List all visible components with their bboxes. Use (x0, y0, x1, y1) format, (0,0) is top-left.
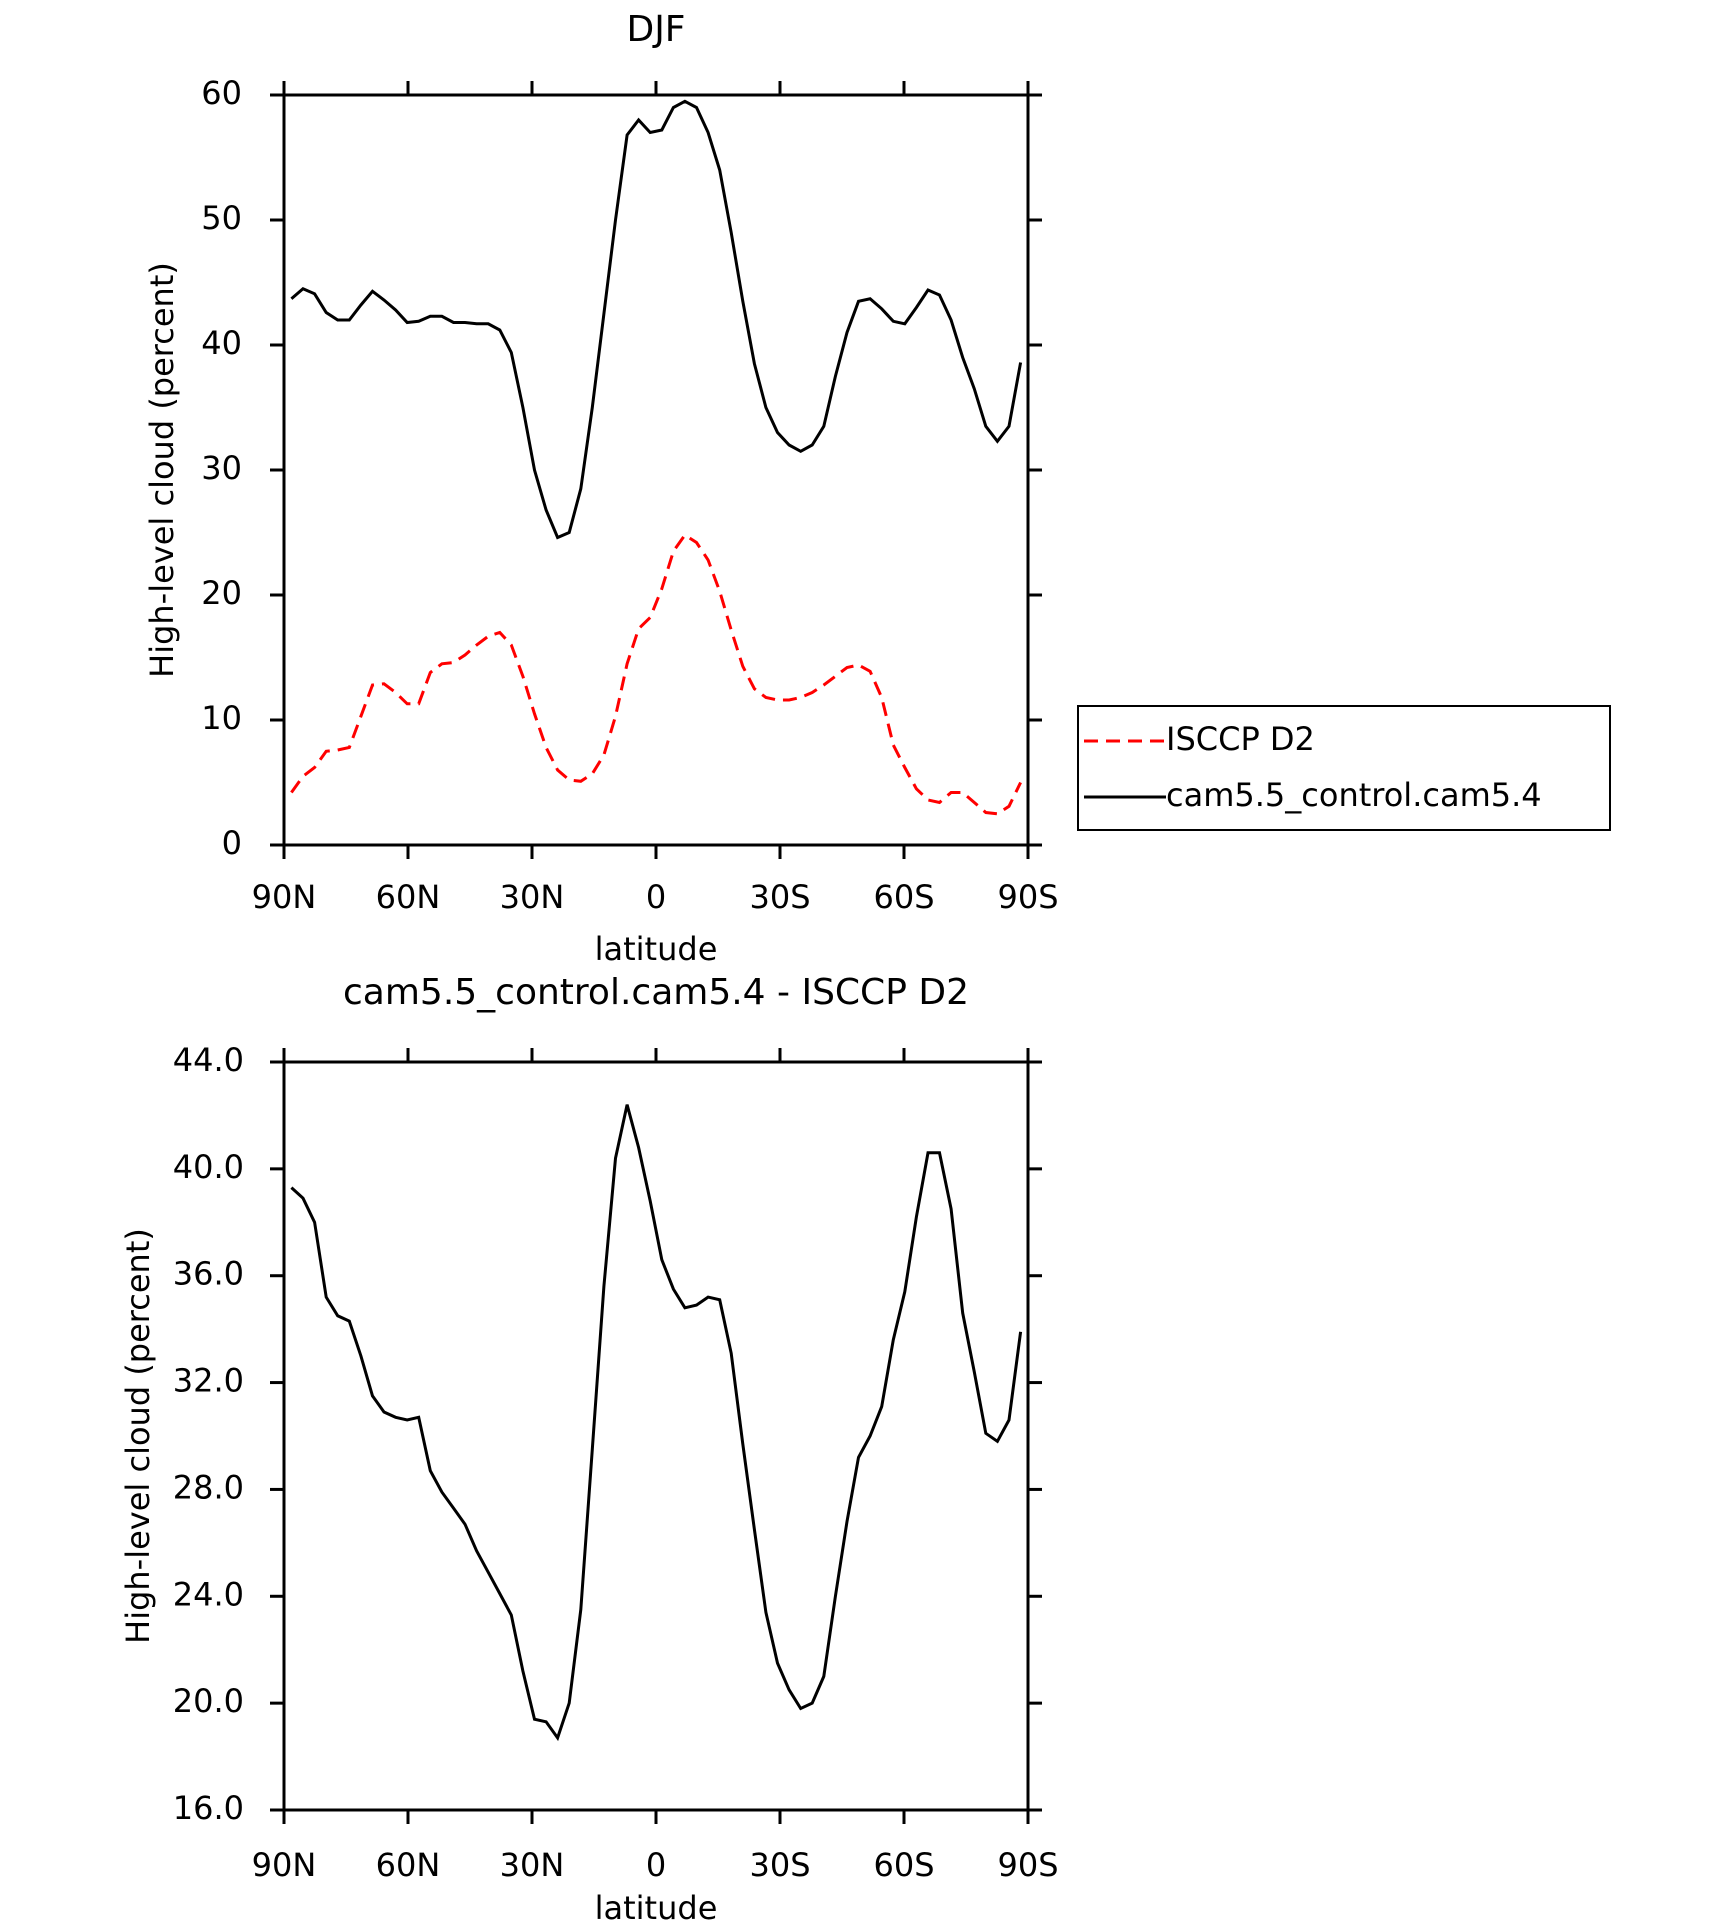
y-tick-label: 0 (222, 824, 242, 862)
y-tick-label: 16.0 (173, 1789, 244, 1827)
x-tick-label: 90S (997, 878, 1058, 916)
y-tick-label: 30 (201, 449, 242, 487)
y-tick-label: 10 (201, 699, 242, 737)
x-tick-label: 0 (646, 878, 666, 916)
legend-box (1077, 705, 1611, 831)
x-tick-label: 30N (500, 1846, 565, 1884)
plot-frame (282, 1060, 1030, 1812)
x-tick-label: 60S (873, 1846, 934, 1884)
legend-label: cam5.5_control.cam5.4 (1166, 776, 1542, 814)
x-tick-label: 30N (500, 878, 565, 916)
plot-frame (282, 93, 1030, 847)
y-tick-label: 32.0 (173, 1362, 244, 1400)
y-axis-label: High-level cloud (percent) (119, 1228, 157, 1644)
x-axis-label: latitude (595, 930, 718, 968)
y-tick-label: 60 (201, 74, 242, 112)
x-tick-label: 60N (376, 1846, 441, 1884)
series-line (290, 532, 1022, 816)
y-tick-label: 28.0 (173, 1468, 244, 1506)
y-tick-label: 40 (201, 324, 242, 362)
legend-label: ISCCP D2 (1166, 720, 1315, 758)
x-tick-label: 60S (873, 878, 934, 916)
chart-title: cam5.5_control.cam5.4 - ISCCP D2 (343, 972, 969, 1013)
x-tick-label: 60N (376, 878, 441, 916)
y-tick-label: 36.0 (173, 1255, 244, 1293)
chart-title: DJF (626, 9, 685, 50)
x-tick-label: 0 (646, 1846, 666, 1884)
y-axis-label: High-level cloud (percent) (143, 262, 181, 678)
series-line (290, 99, 1023, 540)
x-tick-label: 30S (749, 878, 810, 916)
y-tick-label: 40.0 (173, 1148, 244, 1186)
y-tick-label: 44.0 (173, 1041, 244, 1079)
x-tick-label: 90S (997, 1846, 1058, 1884)
y-tick-label: 24.0 (173, 1575, 244, 1613)
x-tick-label: 30S (749, 1846, 810, 1884)
y-tick-label: 50 (201, 199, 242, 237)
x-tick-label: 90N (252, 1846, 317, 1884)
x-tick-label: 90N (252, 878, 317, 916)
x-axis-label: latitude (595, 1889, 718, 1927)
series-line (290, 1104, 1023, 1742)
y-tick-label: 20.0 (173, 1682, 244, 1720)
y-tick-label: 20 (201, 574, 242, 612)
